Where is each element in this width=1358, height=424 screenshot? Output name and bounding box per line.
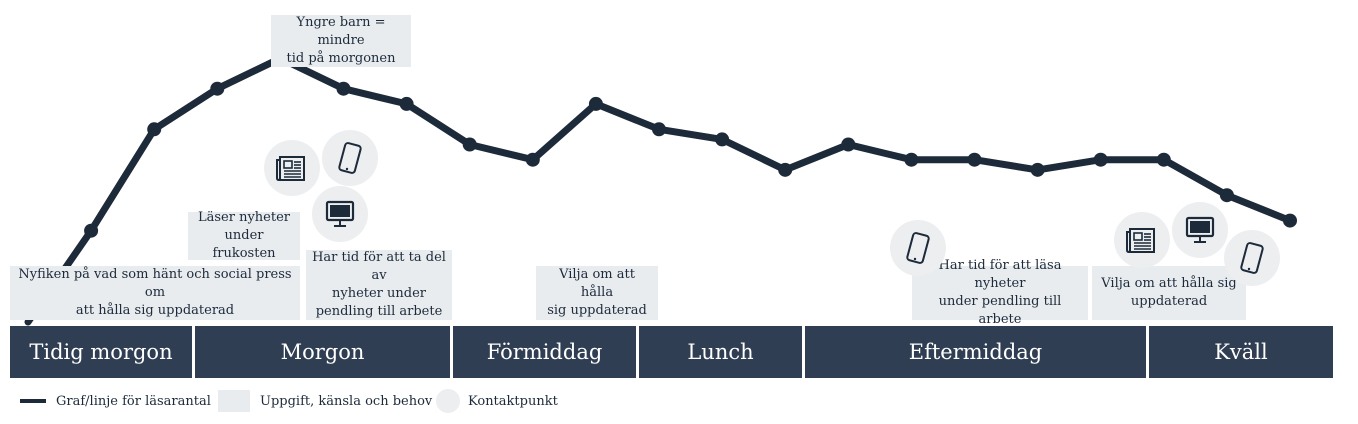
note-younger-children: Yngre barn = mindre tid på morgonen [271, 15, 411, 67]
tablet-icon [338, 142, 362, 174]
timeline-lunch: Lunch [639, 326, 802, 378]
legend-dot-swatch [436, 389, 460, 413]
graph-point [399, 96, 414, 111]
graph-point [462, 137, 477, 152]
timeline-morgon: Morgon [195, 326, 450, 378]
graph-point [967, 152, 982, 167]
timeline-kvall: Kväll [1149, 326, 1333, 378]
graph-point [841, 137, 856, 152]
graph-point [1030, 162, 1045, 177]
graph-point [778, 162, 793, 177]
legend-dot: Kontaktpunkt [436, 388, 558, 414]
graph-point [652, 122, 666, 137]
note-stay-updated-evening: Vilja om att hålla sig uppdaterad [1092, 266, 1246, 320]
tablet-icon [906, 232, 930, 264]
contact-point-tablet-afternoon [890, 220, 946, 276]
graph-point [336, 81, 351, 96]
graph-point [147, 122, 162, 137]
graph-point [84, 223, 99, 238]
contact-point-newspaper [264, 140, 320, 196]
newspaper-icon [1126, 228, 1155, 253]
graph-point [525, 152, 540, 167]
graph-point [715, 132, 730, 147]
desktop-icon [1185, 216, 1215, 243]
graph-point [588, 96, 603, 111]
legend-box-label: Uppgift, känsla och behov [260, 393, 433, 409]
graph-point [1093, 152, 1108, 167]
graph-point [1219, 188, 1234, 203]
graph-point [1156, 152, 1171, 167]
desktop-icon [325, 200, 355, 227]
graph-point [1283, 213, 1297, 228]
contact-point-tablet-evening [1224, 230, 1280, 286]
legend-line-swatch [20, 399, 46, 403]
contact-point-desktop-evening [1172, 202, 1228, 258]
legend-dot-label: Kontaktpunkt [468, 393, 558, 409]
graph-point [904, 152, 919, 167]
contact-point-newspaper-evening [1114, 212, 1170, 268]
graph-point [210, 81, 225, 96]
note-early-morning: Nyfiken på vad som hänt och social press… [10, 266, 300, 320]
note-stay-updated-forenoon: Vilja om att hålla sig uppdaterad [536, 266, 658, 320]
note-commute-afternoon: Har tid för att läsa nyheter under pendl… [912, 258, 1088, 327]
note-commute-morning: Har tid för att ta del av nyheter under … [306, 250, 452, 320]
legend-line-label: Graf/linje för läsarantal [56, 393, 211, 409]
tablet-icon [1240, 242, 1264, 274]
timeline-formiddag: Förmiddag [453, 326, 636, 378]
legend-line: Graf/linje för läsarantal [20, 388, 211, 414]
legend-box: Uppgift, känsla och behov [218, 388, 432, 414]
legend-box-swatch [218, 390, 250, 412]
note-breakfast: Läser nyheter under frukosten [188, 210, 300, 261]
contact-point-desktop [312, 186, 368, 242]
contact-point-tablet [322, 130, 378, 186]
timeline-eftermiddag: Eftermiddag [805, 326, 1146, 378]
timeline-tidig-morgon: Tidig morgon [10, 326, 192, 378]
newspaper-icon [276, 156, 305, 181]
